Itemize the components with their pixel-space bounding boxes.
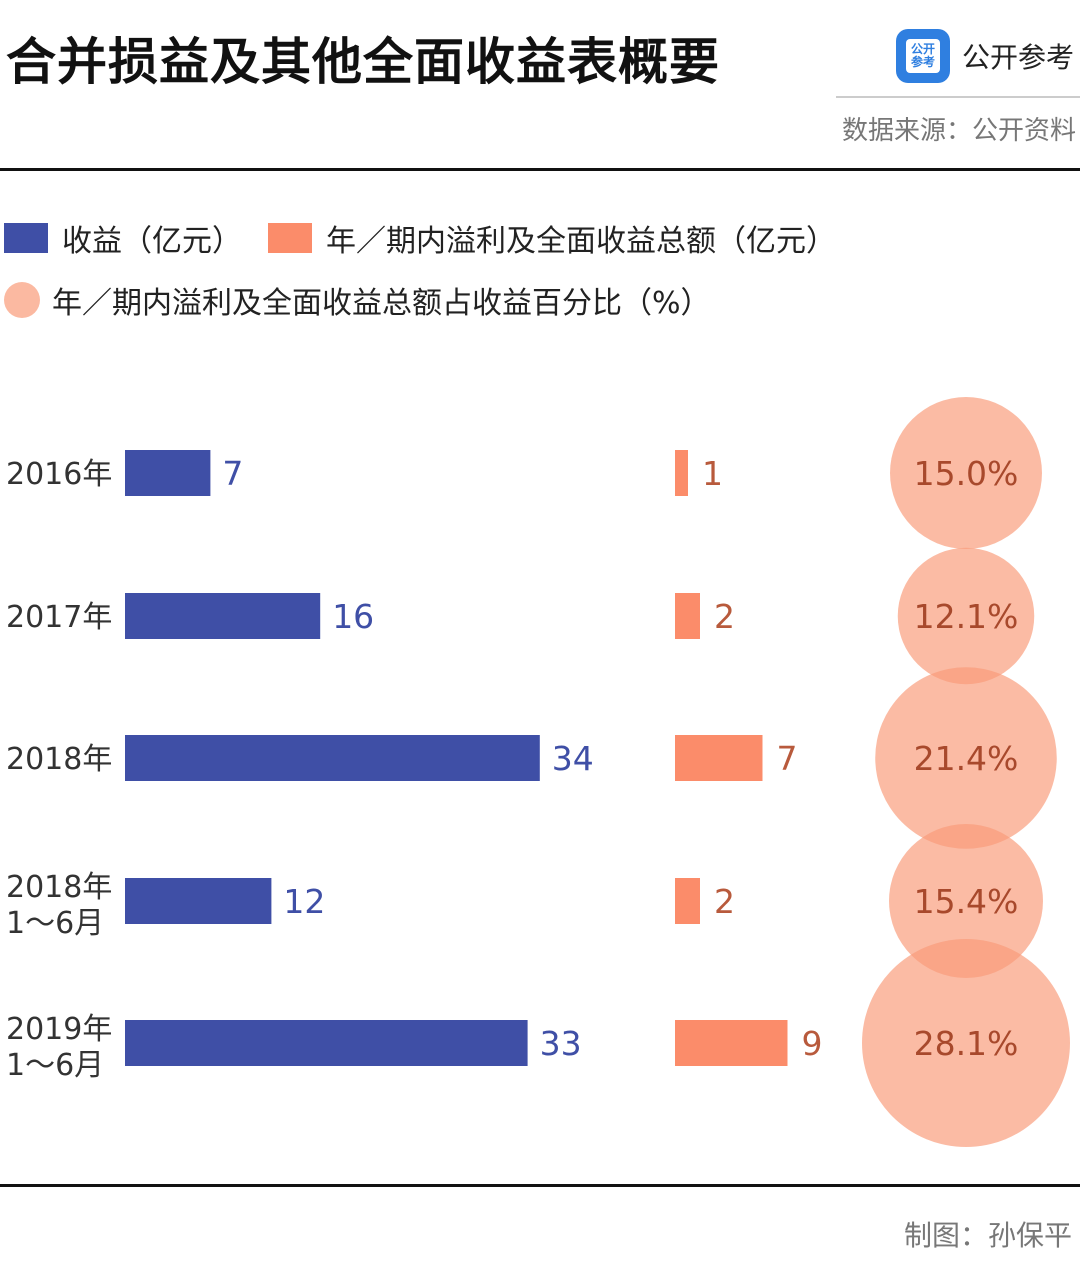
brand-divider: [836, 96, 1080, 98]
data-source: 数据来源：公开资料: [841, 116, 1076, 146]
profit-bar: [675, 450, 688, 496]
profit-value-label: 9: [802, 1024, 823, 1063]
revenue-bar: [125, 593, 321, 639]
brand-logo-text: 公开 参考: [905, 39, 940, 73]
ratio-bubble: [897, 547, 1035, 685]
revenue-value-label: 33: [540, 1024, 582, 1063]
legend-row-1: 收益（亿元） 年／期内溢利及全面收益总额（亿元）: [4, 216, 836, 260]
ratio-bubble: [875, 667, 1057, 849]
ratio-bubble: [889, 824, 1043, 978]
brand-name: 公开参考: [961, 41, 1074, 74]
revenue-value-label: 12: [283, 882, 325, 921]
labels: 2016年 7 1 15.0% 2017年 16 2 12.1% 2018年 34 7 21.4% 20…: [6, 454, 1018, 1083]
profit-value-label: 7: [777, 739, 798, 778]
profit-bar: [675, 735, 763, 781]
category-label: 2017年: [6, 600, 112, 635]
category-label: 2019年: [6, 1012, 112, 1047]
brand: 公开 参考 公开参考: [895, 28, 1074, 84]
category-label: 2018年: [6, 742, 112, 777]
ratio-value-label: 15.0%: [914, 454, 1019, 493]
ratio-value-label: 21.4%: [914, 739, 1019, 778]
profit-bar: [675, 1020, 788, 1066]
bottom-divider: [0, 1184, 1080, 1187]
category-label: 2016年: [6, 457, 112, 492]
ratio-bubbles: [862, 397, 1070, 1147]
profit-value-label: 1: [702, 454, 723, 493]
brand-logo-icon: 公开 参考: [895, 29, 950, 83]
revenue-bar: [125, 1020, 528, 1066]
profit-value-label: 2: [714, 597, 735, 636]
revenue-value-label: 34: [552, 739, 594, 778]
ratio-value-label: 12.1%: [914, 597, 1019, 636]
revenue-value-label: 7: [222, 454, 243, 493]
bars: [125, 450, 788, 1066]
profit-bar: [675, 878, 700, 924]
top-divider: [0, 168, 1080, 171]
legend-label-ratio: 年／期内溢利及全面收益总额占收益百分比（%）: [52, 286, 711, 321]
legend-label-profit: 年／期内溢利及全面收益总额（亿元）: [326, 224, 836, 259]
ratio-value-label: 15.4%: [914, 882, 1019, 921]
profit-value-label: 2: [714, 882, 735, 921]
category-label-sub: 1～6月: [6, 1048, 104, 1083]
legend-row-2: 年／期内溢利及全面收益总额占收益百分比（%）: [4, 278, 711, 322]
legend-swatch-revenue: [4, 223, 48, 253]
category-label: 2018年: [6, 870, 112, 905]
ratio-bubble: [862, 939, 1070, 1147]
legend-label-revenue: 收益（亿元）: [62, 224, 242, 259]
ratio-value-label: 28.1%: [914, 1024, 1019, 1063]
revenue-bar: [125, 735, 540, 781]
chart-credit: 制图：孙保平: [903, 1219, 1072, 1252]
revenue-value-label: 16: [332, 597, 374, 636]
legend-swatch-ratio: [4, 282, 40, 318]
revenue-bar: [125, 878, 272, 924]
chart: 2016年 7 1 15.0% 2017年 16 2 12.1% 2018年 34 7 21.4% 20…: [6, 397, 1070, 1147]
profit-bar: [675, 593, 700, 639]
legend-swatch-profit: [268, 223, 312, 253]
category-label-sub: 1～6月: [6, 906, 104, 941]
page-title: 合并损益及其他全面收益表概要: [6, 33, 720, 91]
revenue-bar: [125, 450, 211, 496]
ratio-bubble: [890, 397, 1042, 549]
